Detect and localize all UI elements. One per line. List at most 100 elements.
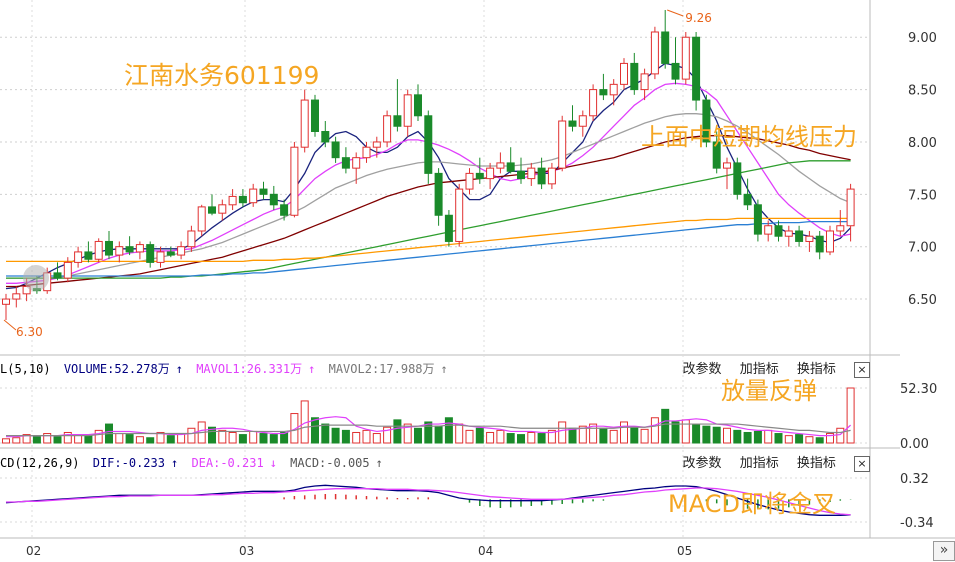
volume-bar (743, 431, 752, 444)
candle-body (63, 261, 72, 279)
change-params-button[interactable]: 改参数 (682, 362, 722, 377)
volume-bar (94, 429, 103, 444)
volume-bar (815, 437, 824, 444)
candle (115, 241, 124, 263)
volume-tick-label: 0.00 (900, 437, 929, 452)
candle-body (527, 167, 536, 180)
candle (135, 241, 144, 260)
volume-bar (558, 421, 567, 444)
up-arrow-icon: ↑ (440, 362, 448, 376)
volume-bar (517, 434, 525, 444)
volume-bar (826, 433, 834, 444)
candle-body (764, 225, 773, 235)
mavol2-value: MAVOL2:17.988万 (328, 362, 435, 376)
volume-bar (63, 431, 72, 444)
volume-bar (238, 434, 247, 444)
candle-body (434, 172, 443, 216)
candle-body (352, 157, 361, 169)
candle-body (115, 246, 124, 256)
candle-body (84, 251, 93, 260)
candle-body (372, 141, 381, 148)
scroll-right-button[interactable]: » (933, 541, 955, 561)
candle (475, 157, 484, 184)
switch-indicator-button[interactable]: 换指标 (796, 456, 836, 471)
candle (197, 204, 206, 237)
ma120-line (6, 217, 851, 263)
volume-bar (681, 419, 690, 444)
close-panel-button[interactable]: × (854, 455, 870, 472)
volume-bar (218, 429, 227, 444)
volume-bar (424, 421, 433, 444)
candle-body (177, 246, 186, 256)
candle (414, 84, 422, 122)
candle (846, 183, 855, 242)
candle-body (300, 99, 309, 148)
price-tick-label: 9.00 (908, 31, 937, 46)
candle-body (187, 230, 196, 248)
candle (764, 220, 773, 242)
candle-body (733, 162, 742, 195)
ma250-line (6, 220, 851, 277)
volume-bar (208, 426, 216, 444)
candle (650, 26, 659, 80)
volume-bar (784, 435, 793, 444)
volume-value: VOLUME:52.278万 (63, 362, 170, 376)
volume-bar (568, 427, 577, 444)
candle-body (238, 195, 247, 204)
candle (63, 257, 72, 283)
price-tick-label: 8.00 (908, 136, 937, 151)
volume-bar (115, 433, 124, 444)
price-tick-label: 8.50 (908, 84, 937, 99)
volume-bar (146, 437, 155, 444)
candle (578, 110, 587, 137)
candle-body (53, 272, 62, 279)
macd-toolbar: 改参数 加指标 换指标 × (669, 452, 870, 474)
price-tick-label: 6.50 (908, 293, 937, 308)
macd-header: CD(12,26,9) DIF:-0.233 ↑ DEA:-0.231 ↓ MACD… (0, 452, 900, 474)
close-panel-button[interactable]: × (854, 361, 870, 378)
candle (372, 136, 381, 158)
change-params-button[interactable]: 改参数 (682, 456, 722, 471)
candle-body (692, 36, 701, 101)
candle-body (197, 206, 206, 232)
candle-body (640, 73, 649, 91)
dif-line (5, 484, 851, 516)
candle-body (589, 89, 598, 117)
volume-bar (2, 438, 10, 444)
candle (146, 241, 155, 268)
up-arrow-icon: ↑ (308, 362, 316, 376)
volume-bar (671, 421, 680, 444)
candle (403, 89, 412, 137)
volume-bar (84, 435, 93, 444)
candle-body (661, 31, 670, 64)
volume-bar (135, 436, 144, 444)
volume-bar (372, 433, 381, 444)
candle-body (558, 120, 567, 169)
switch-indicator-button[interactable]: 换指标 (796, 362, 836, 377)
dea-value: DEA:-0.231 (191, 456, 264, 470)
volume-bar (836, 427, 845, 444)
candle (517, 157, 525, 184)
cursor-highlight (23, 265, 49, 291)
ma60-line (6, 160, 851, 279)
volume-bar (414, 427, 422, 444)
candle (74, 246, 83, 268)
candle-body (805, 235, 814, 242)
candle (527, 162, 536, 186)
volume-bar (753, 430, 762, 444)
down-arrow-icon: ↓ (269, 456, 277, 470)
candle-body (383, 115, 392, 143)
candle (506, 147, 515, 174)
high-price-marker: 9.26 (685, 11, 712, 25)
candle (547, 162, 556, 190)
candle (280, 199, 289, 221)
volume-bar (486, 431, 495, 444)
candle-body (702, 99, 711, 143)
add-indicator-button[interactable]: 加指标 (739, 362, 779, 377)
candle (290, 141, 299, 218)
macd-tick-label: 0.32 (900, 472, 929, 487)
add-indicator-button[interactable]: 加指标 (739, 456, 779, 471)
candle (434, 168, 443, 226)
